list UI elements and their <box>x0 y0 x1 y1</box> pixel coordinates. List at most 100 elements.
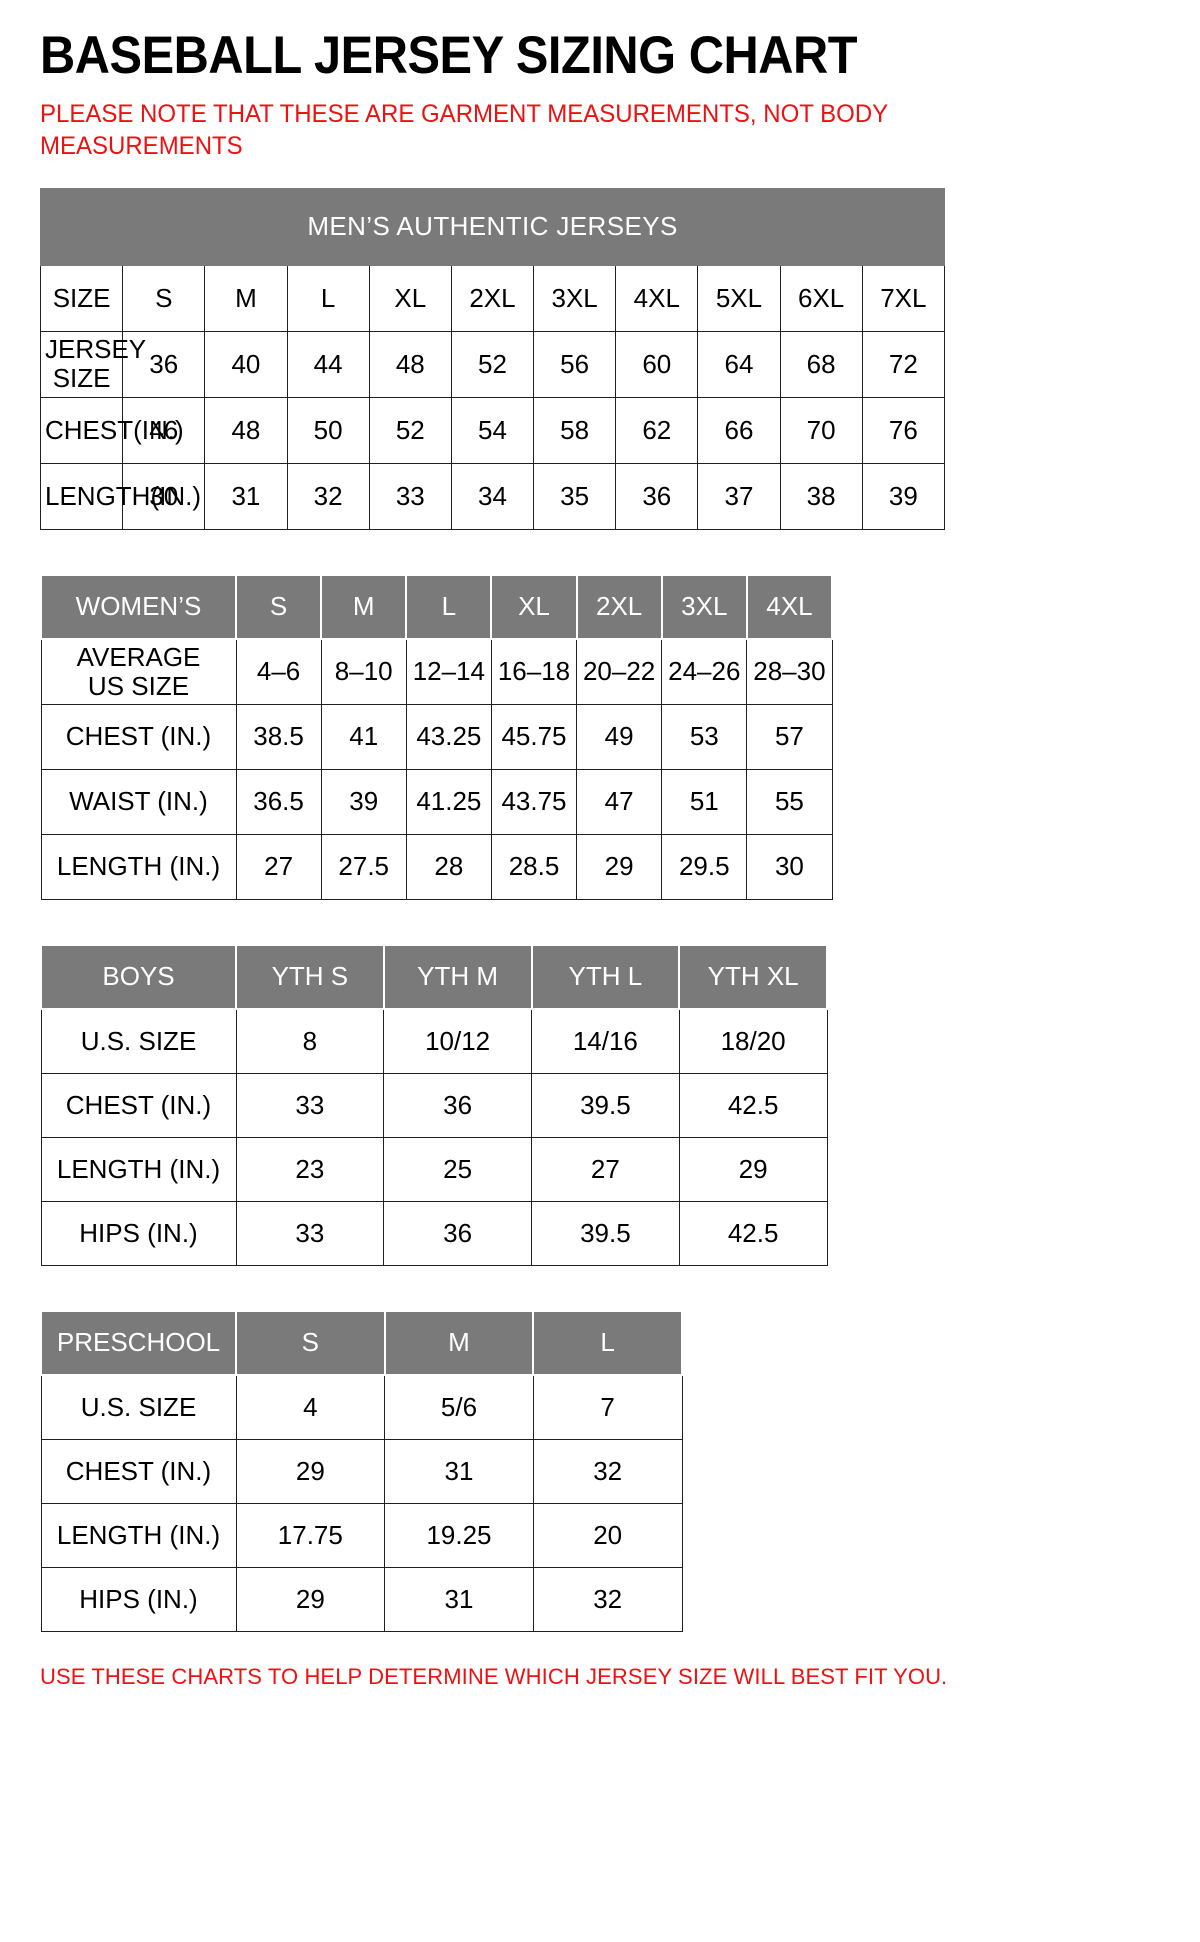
table-cell: 5/6 <box>384 1374 534 1440</box>
mens-size-row: SIZE S M L XL 2XL 3XL 4XL 5XL 6XL 7XL <box>39 264 946 332</box>
preschool-size-l: L <box>532 1309 683 1376</box>
table-cell: 36 <box>383 1072 532 1138</box>
table-cell: 38.5 <box>235 703 322 770</box>
womens-size-m: M <box>320 573 408 640</box>
table-cell: 40 <box>204 330 288 398</box>
table-cell: 39.5 <box>531 1200 680 1266</box>
table-cell: 7 <box>532 1374 683 1440</box>
table-cell: 8 <box>235 1008 385 1074</box>
table-cell: 52 <box>450 330 535 398</box>
garment-measurement-note: PLEASE NOTE THAT THESE ARE GARMENT MEASU… <box>40 99 888 160</box>
preschool-size-s: S <box>235 1309 386 1376</box>
womens-row-label: CHEST (IN.) <box>40 703 237 770</box>
footer-note: USE THESE CHARTS TO HELP DETERMINE WHICH… <box>40 1663 948 1689</box>
table-cell: 32 <box>532 1566 683 1632</box>
preschool-row-label: CHEST (IN.) <box>40 1438 237 1504</box>
table-cell: 46 <box>122 396 206 464</box>
womens-label: WOMEN’S <box>40 573 237 640</box>
sizing-chart-page: BASEBALL JERSEY SIZING CHART PLEASE NOTE… <box>39 26 948 1689</box>
table-cell: 64 <box>697 330 781 398</box>
mens-banner-row: MEN’S AUTHENTIC JERSEYS <box>40 187 945 266</box>
table-cell: 36.5 <box>235 768 322 835</box>
table-cell: 57 <box>746 703 833 770</box>
table-cell: 62 <box>615 396 699 464</box>
womens-row-label: WAIST (IN.) <box>40 768 237 835</box>
boys-size-yth-xl: YTH XL <box>678 943 828 1010</box>
table-cell: 27.5 <box>320 833 407 900</box>
table-cell: 42.5 <box>678 1072 828 1138</box>
table-row: LENGTH (IN.) 17.75 19.25 20 <box>40 1502 683 1568</box>
table-cell: 52 <box>368 396 452 464</box>
table-cell: 45.75 <box>490 703 578 770</box>
womens-size-3xl: 3XL <box>660 573 748 640</box>
table-row: CHEST (IN.) 38.5 41 43.25 45.75 49 53 57 <box>40 703 833 770</box>
table-cell: 31 <box>204 462 288 530</box>
table-cell: 49 <box>576 703 663 770</box>
mens-banner: MEN’S AUTHENTIC JERSEYS <box>40 187 945 266</box>
womens-size-xl: XL <box>490 573 578 640</box>
mens-size-l: L <box>286 264 370 332</box>
preschool-header-row: PRESCHOOL S M L <box>40 1309 683 1376</box>
table-cell: 20 <box>532 1502 683 1568</box>
table-cell: 76 <box>861 396 946 464</box>
table-row: LENGTH (IN.) 27 27.5 28 28.5 29 29.5 30 <box>40 833 833 900</box>
table-cell: 31 <box>384 1566 534 1632</box>
table-row: HIPS (IN.) 33 36 39.5 42.5 <box>40 1200 828 1266</box>
table-row: CHEST (IN.) 29 31 32 <box>40 1438 683 1504</box>
table-row: U.S. SIZE 8 10/12 14/16 18/20 <box>40 1008 828 1074</box>
womens-size-l: L <box>405 573 493 640</box>
boys-row-label: HIPS (IN.) <box>40 1200 237 1266</box>
table-cell: 23 <box>235 1136 385 1202</box>
table-row: WAIST (IN.) 36.5 39 41.25 43.75 47 51 55 <box>40 768 833 835</box>
table-cell: 60 <box>615 330 699 398</box>
mens-size-m: M <box>204 264 288 332</box>
womens-row-label: LENGTH (IN.) <box>40 833 237 900</box>
mens-size-s: S <box>122 264 206 332</box>
mens-row-label: CHEST(IN.) <box>39 396 184 464</box>
table-cell: 19.25 <box>384 1502 534 1568</box>
table-cell: 33 <box>235 1200 385 1266</box>
table-cell: 37 <box>697 462 781 530</box>
table-cell: 36 <box>615 462 699 530</box>
table-cell: 12–14 <box>405 638 492 705</box>
table-cell: 42.5 <box>678 1200 828 1266</box>
table-cell: 68 <box>779 330 863 398</box>
table-cell: 4–6 <box>235 638 322 705</box>
mens-row-label: JERSEY SIZE <box>39 330 146 398</box>
page-title: BASEBALL JERSEY SIZING CHART <box>40 26 858 85</box>
womens-size-4xl: 4XL <box>745 573 834 640</box>
table-cell: 48 <box>368 330 452 398</box>
table-row: AVERAGE US SIZE 4–6 8–10 12–14 16–18 20–2… <box>40 638 833 705</box>
table-cell: 20–22 <box>576 638 663 705</box>
boys-row-label: LENGTH (IN.) <box>40 1136 237 1202</box>
table-cell: 41.25 <box>405 768 492 835</box>
mens-size-3xl: 3XL <box>533 264 617 332</box>
womens-size-s: S <box>234 573 323 640</box>
table-cell: 29 <box>576 833 663 900</box>
preschool-sizing-table: PRESCHOOL S M L U.S. SIZE 4 5/6 7 CHEST … <box>40 1309 683 1632</box>
boys-label: BOYS <box>40 943 237 1010</box>
table-cell: 32 <box>286 462 370 530</box>
table-row: U.S. SIZE 4 5/6 7 <box>40 1374 683 1440</box>
preschool-label: PRESCHOOL <box>40 1309 237 1376</box>
table-cell: 31 <box>384 1438 534 1504</box>
table-cell: 8–10 <box>320 638 407 705</box>
table-cell: 53 <box>661 703 748 770</box>
table-cell: 24–26 <box>661 638 748 705</box>
table-cell: 39.5 <box>531 1072 680 1138</box>
preschool-row-label: HIPS (IN.) <box>40 1566 237 1632</box>
table-cell: 51 <box>661 768 748 835</box>
table-row: JERSEY SIZE 36 40 44 48 52 56 60 64 68 7… <box>39 330 946 398</box>
table-cell: 28 <box>405 833 492 900</box>
table-cell: 14/16 <box>531 1008 680 1074</box>
table-cell: 29.5 <box>661 833 748 900</box>
table-cell: 66 <box>697 396 781 464</box>
table-row: CHEST(IN.) 46 48 50 52 54 58 62 66 70 76 <box>39 396 946 464</box>
table-cell: 50 <box>286 396 370 464</box>
boys-size-yth-m: YTH M <box>382 943 533 1010</box>
table-cell: 55 <box>746 768 833 835</box>
table-cell: 32 <box>532 1438 683 1504</box>
boys-sizing-table: BOYS YTH S YTH M YTH L YTH XL U.S. SIZE … <box>40 943 828 1266</box>
table-row: CHEST (IN.) 33 36 39.5 42.5 <box>40 1072 828 1138</box>
boys-row-label: CHEST (IN.) <box>40 1072 237 1138</box>
